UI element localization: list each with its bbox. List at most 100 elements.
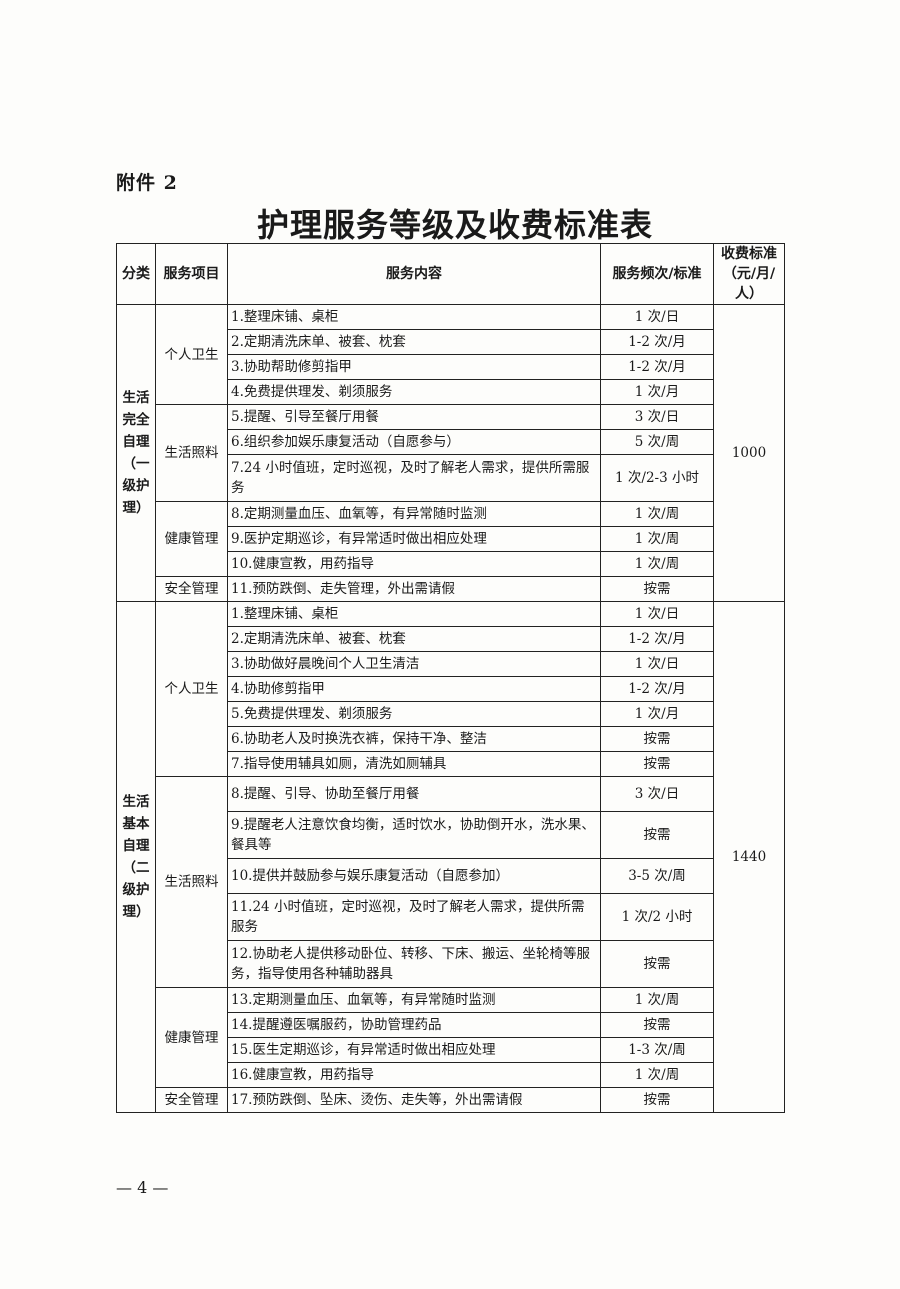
service-content-cell: 3.协助做好晨晚间个人卫生清洁 [227, 651, 601, 677]
service-content-cell: 11.预防跌倒、走失管理，外出需请假 [227, 576, 601, 602]
service-content-cell: 4.协助修剪指甲 [227, 676, 601, 702]
frequency-cell: 按需 [600, 576, 714, 602]
table-row: 10.提供并鼓励参与娱乐康复活动（自愿参加） 3-5 次/周 [117, 858, 785, 894]
service-content-cell: 1.整理床铺、桌柜 [227, 304, 601, 330]
frequency-cell: 按需 [600, 811, 714, 859]
service-content-cell: 7.24 小时值班，定时巡视，及时了解老人需求，提供所需服务 [227, 454, 601, 502]
frequency-cell: 1 次/周 [600, 1062, 714, 1088]
frequency-cell: 1-2 次/月 [600, 626, 714, 652]
service-content-cell: 1.整理床铺、桌柜 [227, 601, 601, 627]
frequency-cell: 按需 [600, 751, 714, 777]
service-item-cell: 个人卫生 [155, 304, 228, 405]
service-content-cell: 8.提醒、引导、协助至餐厅用餐 [227, 776, 601, 812]
frequency-cell: 1 次/周 [600, 551, 714, 577]
service-content-cell: 9.提醒老人注意饮食均衡，适时饮水，协助倒开水，洗水果、餐具等 [227, 811, 601, 859]
table-row: 2.定期清洗床单、被套、枕套 1-2 次/月 [117, 626, 785, 652]
frequency-cell: 1-2 次/月 [600, 354, 714, 380]
table-row: 4.协助修剪指甲 1-2 次/月 [117, 676, 785, 702]
service-content-cell: 7.指导使用辅具如厕，清洗如厕辅具 [227, 751, 601, 777]
table-row: 健康管理 13.定期测量血压、血氧等，有异常随时监测 1 次/周 [117, 987, 785, 1088]
service-item-cell: 个人卫生 [155, 601, 228, 777]
service-content-cell: 9.医护定期巡诊，有异常适时做出相应处理 [227, 526, 601, 552]
service-content-cell: 10.提供并鼓励参与娱乐康复活动（自愿参加） [227, 858, 601, 894]
frequency-cell: 1 次/日 [600, 304, 714, 330]
table-row: 6.协助老人及时换洗衣裤，保持干净、整洁 按需 [117, 726, 785, 752]
frequency-cell: 3 次/日 [600, 404, 714, 430]
service-content-cell: 3.协助帮助修剪指甲 [227, 354, 601, 380]
frequency-cell: 3-5 次/周 [600, 858, 714, 894]
frequency-cell: 按需 [600, 940, 714, 988]
frequency-cell: 1 次/日 [600, 601, 714, 627]
table-row: 7.指导使用辅具如厕，清洗如厕辅具 按需 [117, 751, 785, 777]
frequency-cell: 5 次/周 [600, 429, 714, 455]
fee-cell: 1000 [713, 304, 785, 602]
service-content-cell: 13.定期测量血压、血氧等，有异常随时监测 [227, 987, 601, 1013]
service-item-cell: 生活照料 [155, 776, 228, 988]
header-item: 服务项目 [155, 243, 228, 305]
category-cell: 生活完全自理（一级护理） [116, 304, 156, 602]
table-row: 生活照料 5.提醒、引导至餐厅用餐 3 次/日 [117, 404, 785, 502]
header-content: 服务内容 [227, 243, 601, 305]
header-fee: 收费标准（元/月/人） [713, 243, 785, 305]
service-content-cell: 6.组织参加娱乐康复活动（自愿参与） [227, 429, 601, 455]
header-frequency: 服务频次/标准 [600, 243, 714, 305]
service-item-cell: 健康管理 [155, 987, 228, 1088]
service-content-cell: 15.医生定期巡诊，有异常适时做出相应处理 [227, 1037, 601, 1063]
table-row: 9.医护定期巡诊，有异常适时做出相应处理 1 次/周 [117, 526, 785, 552]
frequency-cell: 1 次/2-3 小时 [600, 454, 714, 502]
table-row: 6.组织参加娱乐康复活动（自愿参与） 5 次/周 [117, 429, 785, 455]
category-cell: 生活基本自理（二级护理） [116, 601, 156, 1113]
service-content-cell: 10.健康宣教，用药指导 [227, 551, 601, 577]
table-row: 9.提醒老人注意饮食均衡，适时饮水，协助倒开水，洗水果、餐具等 按需 [117, 811, 785, 859]
attachment-label: 附件 2 [116, 172, 178, 194]
service-content-cell: 14.提醒遵医嘱服药，协助管理药品 [227, 1012, 601, 1038]
table-row: 生活照料 8.提醒、引导、协助至餐厅用餐 3 次/日 [117, 776, 785, 988]
frequency-cell: 1 次/2 小时 [600, 893, 714, 941]
frequency-cell: 按需 [600, 1012, 714, 1038]
table-row: 14.提醒遵医嘱服药，协助管理药品 按需 [117, 1012, 785, 1038]
frequency-cell: 3 次/日 [600, 776, 714, 812]
service-item-cell: 生活照料 [155, 404, 228, 502]
fee-standard-table: 分类 服务项目 服务内容 服务频次/标准 收费标准（元/月/人） 生活完全自理（… [116, 243, 785, 1113]
service-content-cell: 12.协助老人提供移动卧位、转移、下床、搬运、坐轮椅等服务，指导使用各种辅助器具 [227, 940, 601, 988]
service-content-cell: 2.定期清洗床单、被套、枕套 [227, 329, 601, 355]
frequency-cell: 1-2 次/月 [600, 329, 714, 355]
service-content-cell: 8.定期测量血压、血氧等，有异常随时监测 [227, 501, 601, 527]
header-category: 分类 [116, 243, 156, 305]
service-content-cell: 11.24 小时值班，定时巡视，及时了解老人需求，提供所需服务 [227, 893, 601, 941]
fee-cell: 1440 [713, 601, 785, 1113]
table-row: 16.健康宣教，用药指导 1 次/周 [117, 1062, 785, 1088]
service-item-cell: 安全管理 [155, 576, 228, 602]
frequency-cell: 1 次/月 [600, 701, 714, 727]
frequency-cell: 1 次/周 [600, 526, 714, 552]
page-number: — 4 — [116, 1178, 169, 1197]
service-content-cell: 2.定期清洗床单、被套、枕套 [227, 626, 601, 652]
service-content-cell: 5.免费提供理发、剃须服务 [227, 701, 601, 727]
service-content-cell: 5.提醒、引导至餐厅用餐 [227, 404, 601, 430]
service-content-cell: 17.预防跌倒、坠床、烫伤、走失等，外出需请假 [227, 1087, 601, 1113]
frequency-cell: 1-2 次/月 [600, 676, 714, 702]
frequency-cell: 按需 [600, 1087, 714, 1113]
table-row: 生活基本自理（二级护理） 个人卫生 1.整理床铺、桌柜 1 次/日 1440 [116, 601, 785, 1113]
frequency-cell: 1-3 次/周 [600, 1037, 714, 1063]
frequency-cell: 按需 [600, 726, 714, 752]
table-row: 健康管理 8.定期测量血压、血氧等，有异常随时监测 1 次/周 [117, 501, 785, 577]
table-row: 11.24 小时值班，定时巡视，及时了解老人需求，提供所需服务 1 次/2 小时 [117, 893, 785, 941]
table-header-row: 分类 服务项目 服务内容 服务频次/标准 收费标准（元/月/人） [116, 243, 785, 305]
frequency-cell: 1 次/日 [600, 651, 714, 677]
service-item-cell: 健康管理 [155, 501, 228, 577]
table-row: 安全管理 11.预防跌倒、走失管理，外出需请假 按需 [117, 576, 785, 602]
table-row: 安全管理 17.预防跌倒、坠床、烫伤、走失等，外出需请假 按需 [117, 1087, 785, 1113]
frequency-cell: 1 次/月 [600, 379, 714, 405]
table-row: 4.免费提供理发、剃须服务 1 次/月 [117, 379, 785, 405]
table-row: 2.定期清洗床单、被套、枕套 1-2 次/月 [117, 329, 785, 355]
service-content-cell: 6.协助老人及时换洗衣裤，保持干净、整洁 [227, 726, 601, 752]
table-row: 12.协助老人提供移动卧位、转移、下床、搬运、坐轮椅等服务，指导使用各种辅助器具… [117, 940, 785, 988]
table-row: 3.协助做好晨晚间个人卫生清洁 1 次/日 [117, 651, 785, 677]
service-item-cell: 安全管理 [155, 1087, 228, 1113]
document-title: 护理服务等级及收费标准表 [256, 206, 653, 244]
service-content-cell: 16.健康宣教，用药指导 [227, 1062, 601, 1088]
frequency-cell: 1 次/周 [600, 987, 714, 1013]
table-row: 7.24 小时值班，定时巡视，及时了解老人需求，提供所需服务 1 次/2-3 小时 [117, 454, 785, 502]
table-row: 生活完全自理（一级护理） 个人卫生 1.整理床铺、桌柜 1 次/日 1000 [116, 304, 785, 602]
